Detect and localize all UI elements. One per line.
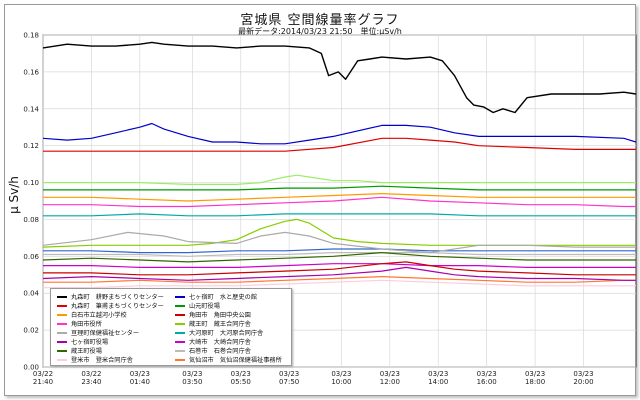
legend-swatch (175, 359, 185, 361)
y-tick-label: 0.10 (23, 179, 39, 187)
legend-label: 山元町役場 (189, 303, 220, 310)
y-tick-label: 0.06 (23, 253, 39, 261)
legend-label: 気仙沼市 気仙沼保健福祉事務所 (189, 357, 282, 364)
legend-swatch (175, 341, 185, 343)
x-tick-date: 03/23 (331, 370, 351, 378)
series-line (43, 261, 636, 276)
chart-title: 宮城県 空間線量率グラフ (240, 13, 400, 28)
series-line (42, 41, 637, 114)
legend-label: 石巻市 石巻合同庁舎 (189, 348, 251, 355)
y-tick-label: 0.12 (23, 142, 39, 150)
x-tick-date: 03/23 (428, 370, 448, 378)
x-tick-time: 05:50 (231, 378, 251, 386)
legend-swatch (57, 323, 67, 325)
series-line (42, 266, 636, 281)
legend-swatch (57, 314, 67, 316)
legend-swatch (57, 305, 67, 307)
legend-label: 丸森町 耕野まちづくりセンター (71, 294, 164, 301)
x-tick-date: 03/23 (279, 370, 299, 378)
x-tick-date: 03/23 (130, 370, 150, 378)
y-tick-label: 0.00 (23, 364, 39, 372)
y-tick-label: 0.02 (23, 327, 39, 335)
series-line (43, 185, 636, 191)
series-line (43, 263, 636, 268)
legend-label: 蔵王町 蔵王合同庁舎 (189, 321, 251, 328)
x-tick-date: 03/23 (231, 370, 251, 378)
legend-swatch (175, 323, 185, 325)
series-line (43, 252, 636, 257)
legend-label: 亘理町保健福祉センター (71, 330, 140, 337)
legend: 丸森町 耕野まちづくりセンター 丸森町 筆甫まちづくりセンター 白石市立越河小学校角… (50, 288, 292, 366)
x-tick-date: 03/23 (525, 370, 545, 378)
series-line (43, 196, 636, 208)
legend-swatch (57, 350, 67, 352)
x-tick-date: 03/23 (477, 370, 497, 378)
legend-label: 丸森町 筆甫まちづくりセンター (71, 303, 164, 310)
x-tick-time: 12:00 (380, 378, 400, 386)
series-line (43, 248, 636, 254)
x-tick-date: 03/22 (81, 370, 101, 378)
legend-swatch (175, 296, 185, 298)
y-tick-label: 0.16 (23, 68, 39, 76)
x-tick-time: 10:00 (331, 378, 351, 386)
x-tick-date: 03/22 (33, 370, 53, 378)
series-line (43, 193, 636, 202)
legend-label: 大崎市 大崎合同庁舎 (189, 339, 251, 346)
x-tick-time: 07:50 (279, 378, 299, 386)
legend-swatch (57, 296, 67, 298)
y-tick-label: 0.04 (23, 290, 39, 298)
x-tick-time: 21:40 (33, 378, 53, 386)
x-tick-time: 01:40 (130, 378, 150, 386)
legend-label: 角田市役所 (71, 321, 102, 328)
legend-swatch (175, 350, 185, 352)
x-tick-time: 18:00 (525, 378, 545, 386)
series-line (43, 276, 636, 283)
legend-label: 蔵王町役場 (71, 348, 102, 355)
legend-swatch (175, 305, 185, 307)
x-tick-time: 03:50 (182, 378, 202, 386)
legend-swatch (57, 341, 67, 343)
series-line (43, 213, 636, 217)
legend-label: 大河原町 大河原合同庁舎 (189, 330, 264, 337)
series-line (43, 174, 636, 185)
legend-swatch (175, 314, 185, 316)
legend-swatch (57, 332, 67, 334)
x-tick-date: 03/23 (182, 370, 202, 378)
series-line (42, 252, 636, 263)
x-tick-time: 20:00 (573, 378, 593, 386)
legend-swatch (175, 332, 185, 334)
legend-label: 登米市 登米合同庁舎 (71, 357, 133, 364)
series-line (43, 279, 636, 289)
x-tick-time: 16:00 (477, 378, 497, 386)
y-tick-label: 0.18 (23, 32, 39, 40)
legend-swatch (57, 359, 67, 361)
x-tick-date: 03/23 (380, 370, 400, 378)
series-line (42, 122, 637, 145)
legend-label: 白石市立越河小学校 (71, 312, 127, 319)
x-tick-time: 23:40 (81, 378, 101, 386)
legend-label: 角田市 角田中央公園 (189, 312, 251, 319)
x-tick-time: 14:00 (428, 378, 448, 386)
legend-label: 七ヶ宿町役場 (71, 339, 109, 346)
x-tick-date: 03/23 (573, 370, 593, 378)
legend-label: 七ヶ宿町 水と歴史の館 (189, 294, 258, 301)
chart-subtitle: 最新データ:2014/03/23 21:50 単位:μSv/h (238, 27, 402, 36)
series-line (42, 231, 636, 254)
y-tick-label: 0.08 (23, 216, 39, 224)
series-line (43, 137, 636, 152)
y-tick-label: 0.14 (23, 105, 39, 113)
